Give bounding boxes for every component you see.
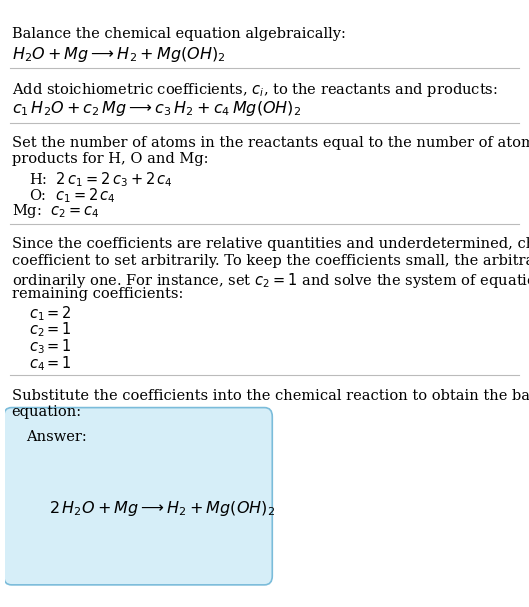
Text: Set the number of atoms in the reactants equal to the number of atoms in the: Set the number of atoms in the reactants…: [12, 136, 529, 150]
Text: H:  $2\,c_1 = 2\,c_3 + 2\,c_4$: H: $2\,c_1 = 2\,c_3 + 2\,c_4$: [29, 170, 172, 189]
Text: $c_1 = 2$: $c_1 = 2$: [29, 304, 71, 323]
Text: Substitute the coefficients into the chemical reaction to obtain the balanced: Substitute the coefficients into the che…: [12, 388, 529, 402]
Text: equation:: equation:: [12, 405, 81, 419]
Text: $H_2O + Mg \longrightarrow H_2 + Mg(OH)_2$: $H_2O + Mg \longrightarrow H_2 + Mg(OH)_…: [12, 45, 225, 64]
Text: Add stoichiometric coefficients, $c_i$, to the reactants and products:: Add stoichiometric coefficients, $c_i$, …: [12, 81, 497, 99]
Text: Since the coefficients are relative quantities and underdetermined, choose a: Since the coefficients are relative quan…: [12, 237, 529, 251]
Text: Answer:: Answer:: [26, 430, 87, 444]
Text: $2\,H_2O + Mg \longrightarrow H_2 + Mg(OH)_2$: $2\,H_2O + Mg \longrightarrow H_2 + Mg(O…: [49, 498, 276, 518]
Text: coefficient to set arbitrarily. To keep the coefficients small, the arbitrary va: coefficient to set arbitrarily. To keep …: [12, 254, 529, 268]
Text: O:  $c_1 = 2\,c_4$: O: $c_1 = 2\,c_4$: [29, 186, 115, 205]
Text: products for H, O and Mg:: products for H, O and Mg:: [12, 152, 208, 166]
Text: $c_2 = 1$: $c_2 = 1$: [29, 320, 71, 339]
Text: $c_3 = 1$: $c_3 = 1$: [29, 337, 71, 356]
Text: Mg:  $c_2 = c_4$: Mg: $c_2 = c_4$: [12, 202, 99, 220]
Text: $c_1\, H_2O + c_2\, Mg \longrightarrow c_3\, H_2 + c_4\, Mg(OH)_2$: $c_1\, H_2O + c_2\, Mg \longrightarrow c…: [12, 100, 301, 118]
Text: $c_4 = 1$: $c_4 = 1$: [29, 354, 71, 373]
Text: ordinarily one. For instance, set $c_2 = 1$ and solve the system of equations fo: ordinarily one. For instance, set $c_2 =…: [12, 271, 529, 290]
Text: remaining coefficients:: remaining coefficients:: [12, 288, 183, 302]
FancyBboxPatch shape: [4, 408, 272, 585]
Text: Balance the chemical equation algebraically:: Balance the chemical equation algebraica…: [12, 27, 345, 41]
